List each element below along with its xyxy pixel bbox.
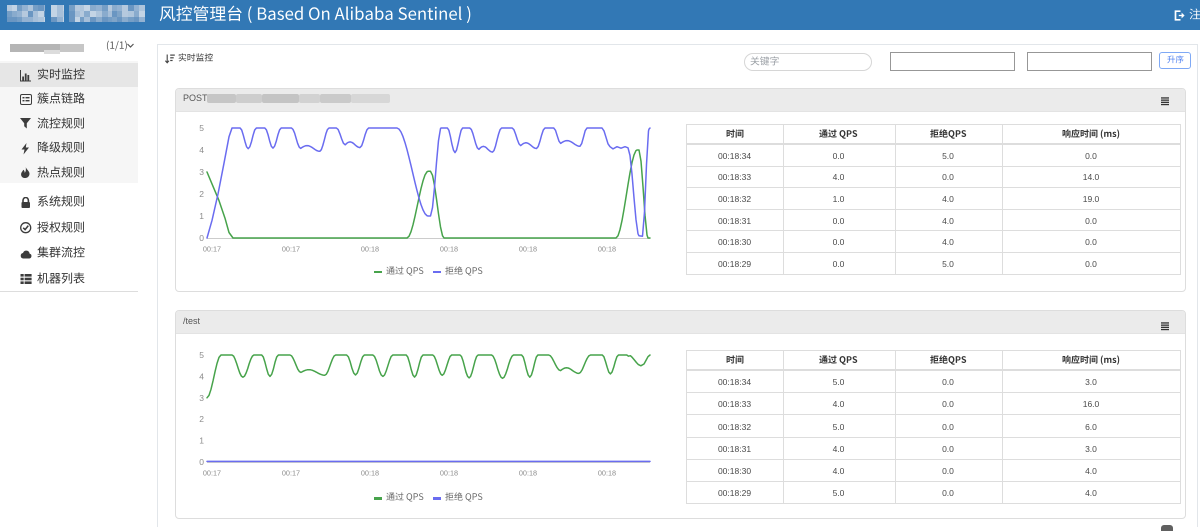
svg-text:5: 5 <box>199 123 204 133</box>
svg-text:00:17: 00:17 <box>282 468 300 477</box>
svg-text:00:18: 00:18 <box>440 468 458 477</box>
svg-text:00:18: 00:18 <box>598 468 616 477</box>
svg-text:2: 2 <box>199 414 204 424</box>
svg-text:00:17: 00:17 <box>203 468 221 477</box>
svg-text:5: 5 <box>199 350 204 360</box>
svg-text:0: 0 <box>199 457 204 467</box>
svg-text:00:18: 00:18 <box>519 468 537 477</box>
svg-text:0: 0 <box>199 233 204 243</box>
svg-text:1: 1 <box>199 436 204 446</box>
svg-text:00:18: 00:18 <box>361 468 379 477</box>
svg-text:3: 3 <box>199 393 204 403</box>
svg-text:4: 4 <box>199 145 204 155</box>
svg-text:00:18: 00:18 <box>598 244 616 253</box>
svg-text:2: 2 <box>199 189 204 199</box>
svg-text:4: 4 <box>199 371 204 381</box>
svg-text:3: 3 <box>199 167 204 177</box>
svg-text:00:18: 00:18 <box>519 244 537 253</box>
svg-text:00:17: 00:17 <box>282 244 300 253</box>
svg-text:00:18: 00:18 <box>361 244 379 253</box>
svg-text:00:18: 00:18 <box>440 244 458 253</box>
svg-text:00:17: 00:17 <box>203 244 221 253</box>
svg-text:1: 1 <box>199 211 204 221</box>
